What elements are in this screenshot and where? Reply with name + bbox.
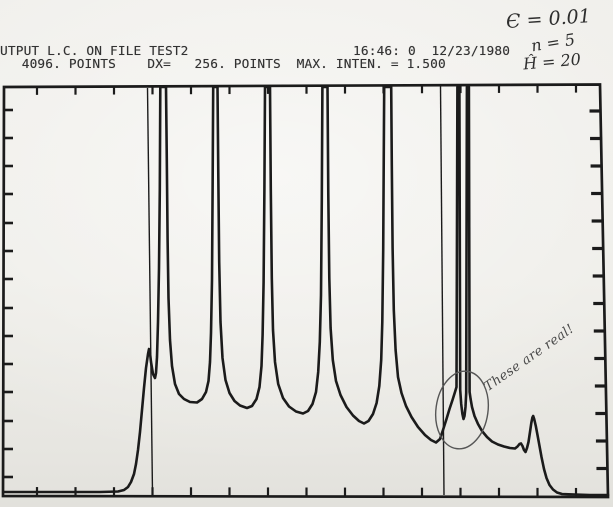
header-timestamp: 16:46: 0 12/23/1980 <box>353 44 511 59</box>
cursor-line-left <box>146 87 154 495</box>
hand-drawn-circle <box>434 370 490 450</box>
plot-frame <box>1 83 610 499</box>
header-info-line: 4096. POINTS DX= 256. POINTS MAX. INTEN.… <box>6 57 446 72</box>
chromatogram-trace <box>2 85 610 497</box>
header-title: UTPUT L.C. ON FILE TEST2 <box>0 44 189 59</box>
